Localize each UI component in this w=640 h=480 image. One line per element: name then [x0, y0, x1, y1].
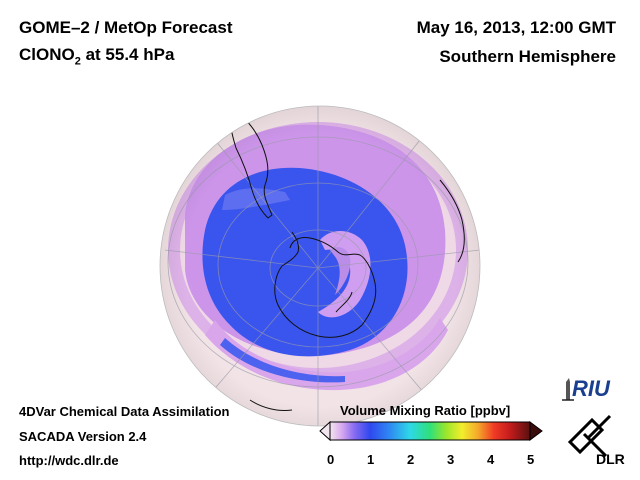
colorbar-tick: 5 — [527, 452, 535, 467]
colorbar-tick: 1 — [367, 452, 375, 467]
colorbar-tick: 3 — [447, 452, 455, 467]
datetime-label: May 16, 2013, 12:00 GMT — [416, 18, 616, 37]
dlr-logo-text: DLR — [596, 451, 625, 466]
colorbar-tick: 4 — [487, 452, 495, 467]
colorbar-tick: 2 — [407, 452, 415, 467]
footer-url: http://wdc.dlr.de — [19, 453, 119, 468]
colorbar-tick: 0 — [327, 452, 335, 467]
species-subscript: 2 — [74, 55, 81, 68]
footer-line1: 4DVar Chemical Data Assimilation — [19, 404, 230, 419]
species-title: ClONO2 at 55.4 hPa — [19, 45, 174, 67]
title-line1: GOME–2 / MetOp Forecast — [19, 18, 233, 37]
colorbar — [319, 420, 543, 442]
dlr-logo-icon: DLR — [567, 414, 625, 466]
footer-line2: SACADA Version 2.4 — [19, 429, 147, 444]
region-label: Southern Hemisphere — [439, 47, 616, 66]
species-name: ClONO — [19, 45, 75, 64]
pressure-level: at 55.4 hPa — [80, 45, 175, 64]
riu-logo-icon: RIU — [562, 376, 611, 401]
colorbar-title: Volume Mixing Ratio [ppbv] — [340, 403, 511, 418]
riu-logo-text: RIU — [572, 376, 611, 401]
